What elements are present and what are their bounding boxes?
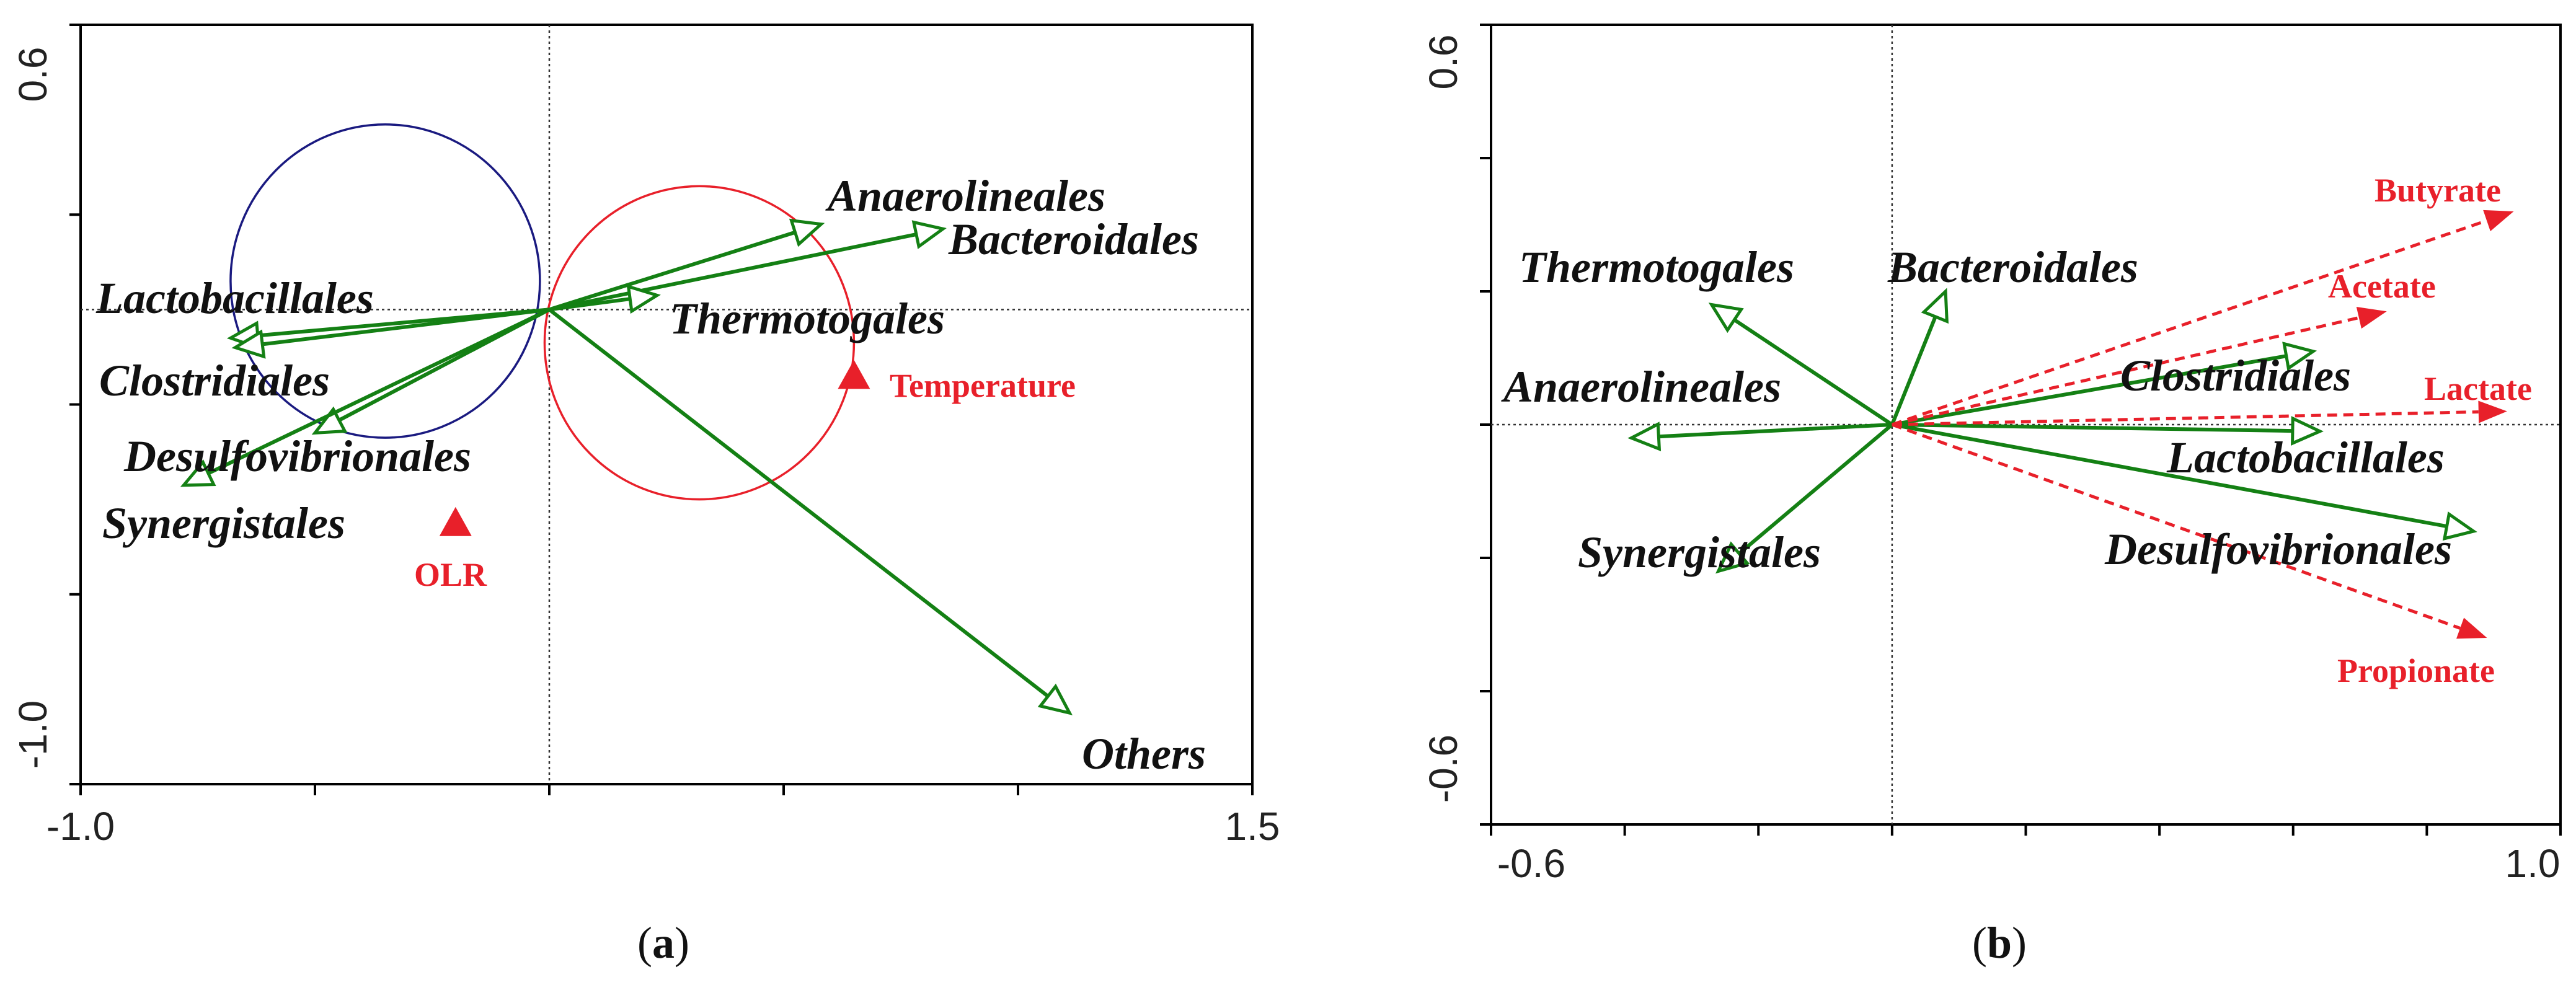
env-arrowhead-lactate <box>2478 400 2507 423</box>
env-arrow-acetate-b <box>1892 307 2387 426</box>
x-tick-min-a: -1.0 <box>46 804 115 849</box>
arrow-shaft-anaerolineales <box>1658 423 1893 439</box>
env-label-temperature-a: Temperature <box>890 367 1076 404</box>
env-arrows-b <box>1892 210 2514 639</box>
species-arrow-others-a <box>548 308 1073 715</box>
species-arrow-lactobacillales-b <box>1892 416 2324 446</box>
env-label-butyrate-b: Butyrate <box>2375 172 2501 209</box>
species-arrows-b <box>1627 288 2477 574</box>
panel-label-a: (a) <box>637 918 689 968</box>
arrowhead-bacteroidales <box>911 220 947 249</box>
env-arrow-lactate-b <box>1892 400 2507 426</box>
species-arrow-clostridiales-a <box>231 307 550 359</box>
species-arrow-bacteroidales-a <box>549 220 947 312</box>
species-label-desulfovibrionales-b: Desulfovibrionales <box>2104 524 2452 574</box>
species-label-desulfovibrionales-a: Desulfovibrionales <box>123 431 471 481</box>
arrow-shaft-lactobacillales <box>1892 423 2293 433</box>
x-tick-min-b: -0.6 <box>1497 841 1565 886</box>
species-arrow-anaerolineales-a <box>549 218 825 312</box>
species-arrow-synergistales-a <box>180 307 551 487</box>
env-arrow-butyrate-b <box>1892 210 2514 426</box>
arrow-shaft-synergistales <box>1738 423 1893 555</box>
species-label-others-a: Others <box>1082 729 1206 779</box>
species-label-bacteroidales-a: Bacteroidales <box>948 214 1199 264</box>
species-arrow-clostridiales-b <box>1892 342 2317 426</box>
species-label-thermotogales-a: Thermotogales <box>670 294 945 343</box>
arrowhead-thermotogales <box>626 284 661 314</box>
species-label-clostridiales-b: Clostridiales <box>2120 351 2351 400</box>
arrowhead-clostridiales <box>2282 342 2317 371</box>
env-arrowhead-acetate <box>2356 307 2387 329</box>
arrow-shaft-anaerolineales <box>549 230 796 312</box>
arrow-shaft-thermotogales <box>549 297 631 312</box>
arrow-shaft-others <box>548 308 1050 698</box>
species-arrows-a <box>180 218 1073 715</box>
species-label-bacteroidales-b: Bacteroidales <box>1887 242 2138 292</box>
species-label-clostridiales-a: Clostridiales <box>99 356 330 405</box>
panel-a: -1.0 1.5 0.6 -1.0 Anaerolineales Bactero… <box>11 24 1280 968</box>
species-arrow-thermotogales-a <box>549 284 661 314</box>
arrow-shaft-bacteroidales <box>549 232 917 312</box>
arrow-shaft-synergistales <box>207 307 551 475</box>
arrowhead-others <box>1037 683 1073 715</box>
env-arrow-shaft-butyrate <box>1892 219 2487 426</box>
env-arrow-shaft-lactate <box>1892 410 2479 426</box>
arrow-shaft-desulfovibrionales <box>1892 423 2448 529</box>
env-arrow-shaft-propionate <box>1892 423 2461 630</box>
species-label-synergistales-b: Synergistales <box>1578 528 1821 577</box>
panel-b: -0.6 1.0 0.6 -0.6 Thermotogales Bacteroi… <box>1421 24 2562 968</box>
panel-letter-b: b <box>1987 918 2012 968</box>
arrow-shaft-thermotogales <box>1733 318 1893 426</box>
env-arrow-propionate-b <box>1892 423 2487 639</box>
species-label-lactobacillales-a: Lactobacillales <box>95 273 374 323</box>
env-label-olr-a: OLR <box>414 556 487 593</box>
species-arrow-bacteroidales-b <box>1890 288 1949 426</box>
species-arrow-thermotogales-b <box>1708 303 1893 426</box>
y-tick-max-a: 0.6 <box>11 47 55 102</box>
x-tick-max-b: 1.0 <box>2505 841 2561 886</box>
species-label-synergistales-a: Synergistales <box>102 498 345 548</box>
arrowhead-synergistales <box>180 459 216 487</box>
zero-lines-a <box>81 25 1252 784</box>
env-point-olr <box>439 506 472 536</box>
circle-red <box>543 185 856 501</box>
env-arrowhead-propionate <box>2456 617 2487 639</box>
species-label-thermotogales-b: Thermotogales <box>1519 242 1794 292</box>
species-label-anaerolineales-a: Anaerolineales <box>825 171 1105 221</box>
env-label-acetate-b: Acetate <box>2328 268 2436 305</box>
y-tick-min-a: -1.0 <box>11 700 55 769</box>
panel-letter-a: a <box>652 918 675 968</box>
circles-a <box>229 123 856 501</box>
zero-lines-b <box>1491 25 2561 824</box>
arrow-shaft-clostridiales <box>262 307 550 347</box>
species-label-lactobacillales-b: Lactobacillales <box>2166 433 2445 482</box>
labels-a: Anaerolineales Bacteroidales Thermotogal… <box>95 171 1206 779</box>
x-tick-max-a: 1.5 <box>1225 804 1280 849</box>
species-arrow-desulfovibrionales-b <box>1892 423 2477 541</box>
env-points-a <box>439 360 870 536</box>
arrowhead-lactobacillales <box>2291 416 2324 446</box>
env-arrowhead-butyrate <box>2483 210 2514 231</box>
arrowhead-thermotogales <box>1708 303 1744 333</box>
env-label-lactate-b: Lactate <box>2424 370 2532 407</box>
labels-b: Thermotogales Bacteroidales Anaerolineal… <box>1501 172 2532 689</box>
y-tick-max-b: 0.6 <box>1421 35 1466 90</box>
arrowhead-desulfovibrionales <box>2442 511 2477 541</box>
species-arrow-anaerolineales-b <box>1627 422 1893 451</box>
env-label-propionate-b: Propionate <box>2337 652 2495 689</box>
arrowhead-anaerolineales <box>1627 422 1662 451</box>
plot-frame-b <box>1490 24 2562 826</box>
species-arrow-synergistales-b <box>1715 423 1893 574</box>
env-point-temperature <box>838 360 870 389</box>
species-label-anaerolineales-b: Anaerolineales <box>1501 362 1781 412</box>
arrow-shaft-clostridiales <box>1892 354 2287 426</box>
tick-marks-b <box>1480 24 2562 836</box>
arrow-shaft-bacteroidales <box>1890 316 1937 426</box>
y-tick-min-b: -0.6 <box>1421 735 1466 803</box>
panel-label-b: (b) <box>1972 918 2027 968</box>
tick-marks-a <box>69 24 1254 795</box>
circle-blue <box>229 123 541 439</box>
